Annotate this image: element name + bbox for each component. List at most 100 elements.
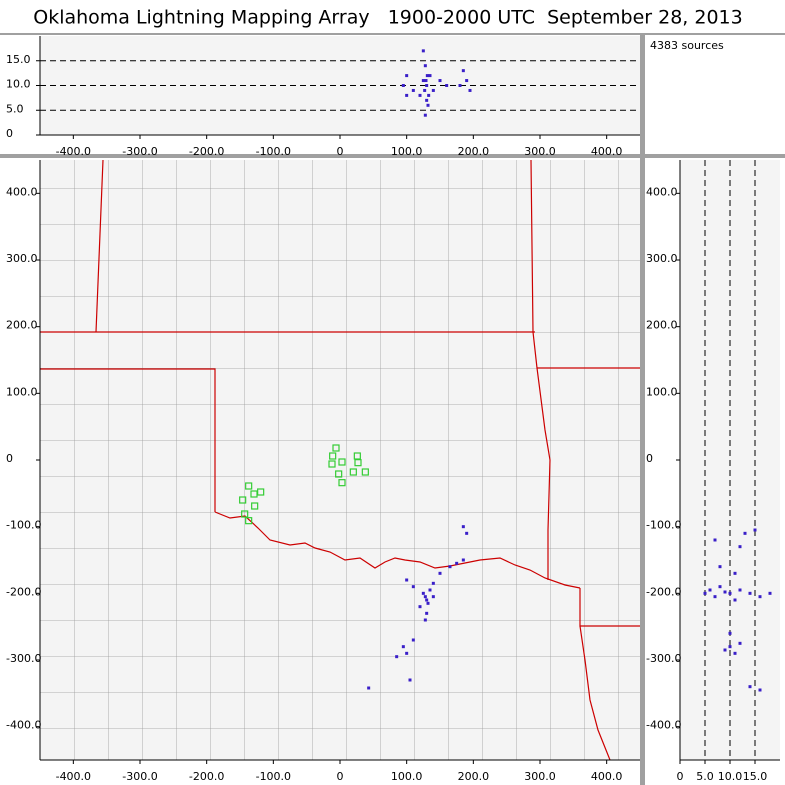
source [423,113,427,117]
station [241,510,249,518]
source [753,528,757,532]
source [438,571,442,575]
source [718,565,722,569]
source [425,84,429,87]
source [723,590,727,594]
y-tick-label: 300.0 [646,252,678,265]
source [401,645,405,649]
x-tick-label: 100.0 [391,770,423,783]
source [421,79,425,83]
station [245,482,253,490]
x-tick-label: 5.0 [696,770,714,783]
source [748,591,752,595]
red-river [214,511,581,589]
x-tick-label: 0 [677,770,684,783]
source [425,98,429,102]
source [425,74,429,78]
station [332,444,340,452]
source [418,93,422,97]
station [354,459,362,467]
source [445,84,449,87]
x-tick-label: -400.0 [56,145,91,158]
y-tick-label: 200.0 [646,319,678,332]
x-tick-label: 200.0 [458,145,490,158]
source [455,561,459,565]
info-panel [645,35,785,154]
source [426,103,430,107]
station [353,452,361,460]
source [768,591,772,595]
y-tick-label: 0 [6,127,13,140]
source [367,686,371,690]
y-tick-label: 15.0 [6,53,31,66]
x-tick-label: 400.0 [591,145,623,158]
y-tick-label: -100.0 [6,519,41,532]
station [338,458,346,466]
source [427,93,431,97]
station [349,468,357,476]
station [257,488,265,496]
source [405,74,409,78]
source [395,655,399,659]
source [431,88,435,92]
source [733,598,737,602]
y-tick-label: 100.0 [646,385,678,398]
source [418,605,422,609]
source [461,558,465,562]
source [428,74,432,78]
source [718,585,722,589]
y-tick-label: -200.0 [646,585,681,598]
source [411,88,415,92]
y-tick-label: 100.0 [6,385,38,398]
source [461,525,465,529]
source-count: 4383 sources [650,39,724,52]
y-tick-label: -400.0 [6,719,41,732]
x-tick-label: 0 [337,145,344,158]
station [239,496,247,504]
source [401,84,405,87]
station [338,479,346,487]
y-tick-label: -400.0 [646,719,681,732]
title-strip [0,0,785,33]
source [728,591,732,595]
y-tick-label: 0 [6,452,13,465]
source [465,531,469,535]
station [245,517,253,525]
station [251,502,259,510]
source [423,64,427,68]
station [328,460,336,468]
station [250,490,258,498]
y-tick-label: 10.0 [6,78,31,91]
source [733,651,737,655]
x-tick-label: 300.0 [524,770,556,783]
source [408,678,412,682]
source [428,588,432,592]
source [733,571,737,575]
state-borders [40,160,640,760]
y-tick-label: 200.0 [6,319,38,332]
y-tick-label: 400.0 [6,185,38,198]
source [723,648,727,652]
x-tick-label: 100.0 [391,145,423,158]
y-tick-label: 400.0 [646,185,678,198]
border [579,588,640,760]
source [743,531,747,535]
y-tick-label: 5.0 [6,102,24,115]
source [448,565,452,569]
x-tick-label: -100.0 [256,145,291,158]
source [703,591,707,595]
y-tick-label: 300.0 [6,252,38,265]
source [713,595,717,599]
source [738,641,742,645]
x-tick-label: 10.0 [718,770,743,783]
source [748,685,752,689]
source [425,598,429,602]
source [728,631,732,635]
x-tick-label: -100.0 [256,770,291,783]
x-tick-label: 300.0 [524,145,556,158]
y-tick-label: 0 [646,452,653,465]
source [738,545,742,549]
source [458,84,462,87]
x-tick-label: -300.0 [122,145,157,158]
